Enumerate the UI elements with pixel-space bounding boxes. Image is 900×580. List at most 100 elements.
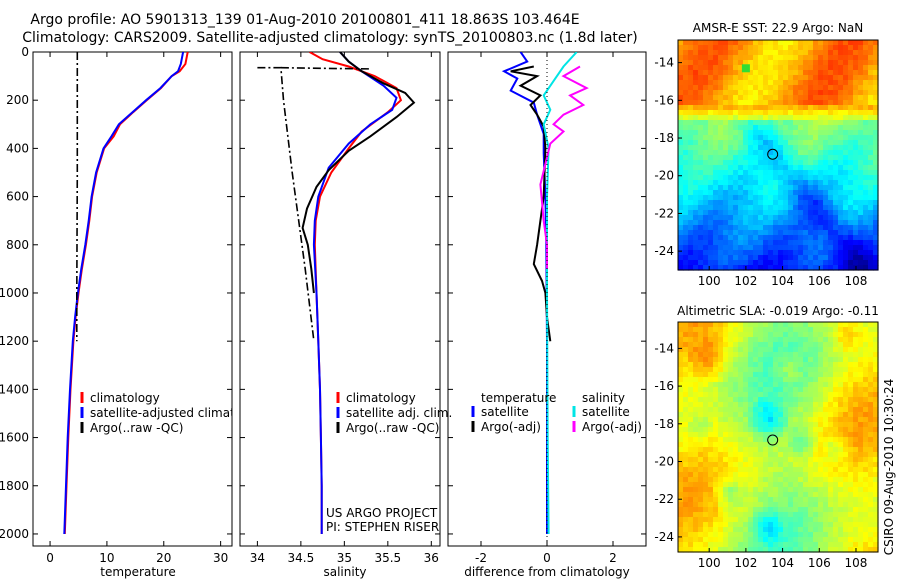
heatmap-cell <box>773 170 779 176</box>
heatmap-cell <box>868 240 874 246</box>
heatmap-cell <box>848 497 854 503</box>
x-tick-label: -2 <box>475 551 487 565</box>
heatmap-cell <box>803 50 809 56</box>
heatmap-cell <box>838 225 844 231</box>
heatmap-cell <box>713 90 719 96</box>
heatmap-cell <box>753 145 759 151</box>
heatmap-cell <box>858 447 864 453</box>
heatmap-cell <box>853 437 859 443</box>
heatmap-cell <box>868 492 874 498</box>
heatmap-cell <box>863 180 869 186</box>
series-line-argo <box>301 52 416 294</box>
heatmap-cell <box>873 537 879 543</box>
heatmap-cell <box>693 50 699 56</box>
heatmap-cell <box>838 215 844 221</box>
heatmap-cell <box>708 75 714 81</box>
heatmap-cell <box>868 170 874 176</box>
heatmap-cell <box>698 452 704 458</box>
heatmap-cell <box>743 527 749 533</box>
heatmap-cell <box>808 467 814 473</box>
heatmap-cell <box>758 205 764 211</box>
heatmap-cell <box>708 437 714 443</box>
heatmap-cell <box>833 327 839 333</box>
heatmap-cell <box>778 377 784 383</box>
heatmap-cell <box>873 437 879 443</box>
heatmap-cell <box>823 165 829 171</box>
heatmap-cell <box>828 95 834 101</box>
heatmap-cell <box>678 220 684 226</box>
heatmap-cell <box>778 497 784 503</box>
heatmap-cell <box>738 522 744 528</box>
heatmap-cell <box>813 462 819 468</box>
heatmap-cell <box>773 250 779 256</box>
heatmap-cell <box>793 437 799 443</box>
heatmap-cell <box>688 327 694 333</box>
heatmap-cell <box>798 537 804 543</box>
heatmap-cell <box>768 467 774 473</box>
heatmap-cell <box>813 427 819 433</box>
heatmap-cell <box>803 487 809 493</box>
heatmap-cell <box>688 75 694 81</box>
heatmap-cell <box>873 115 879 121</box>
heatmap-cell <box>683 105 689 111</box>
heatmap-cell <box>813 432 819 438</box>
heatmap-cell <box>833 65 839 71</box>
heatmap-cell <box>678 75 684 81</box>
heatmap-cell <box>873 482 879 488</box>
heatmap-cell <box>813 115 819 121</box>
heatmap-cell <box>723 362 729 368</box>
heatmap-cell <box>718 140 724 146</box>
heatmap-cell <box>838 175 844 181</box>
heatmap-cell <box>718 512 724 518</box>
heatmap-cell <box>768 185 774 191</box>
heatmap-cell <box>818 362 824 368</box>
heatmap-cell <box>723 95 729 101</box>
heatmap-cell <box>748 205 754 211</box>
heatmap-cell <box>868 75 874 81</box>
heatmap-cell <box>853 100 859 106</box>
heatmap-cell <box>798 120 804 126</box>
heatmap-cell <box>803 502 809 508</box>
heatmap-cell <box>713 337 719 343</box>
heatmap-cell <box>868 472 874 478</box>
heatmap-cell <box>693 180 699 186</box>
heatmap-cell <box>698 250 704 256</box>
heatmap-cell <box>728 130 734 136</box>
heatmap-cell <box>788 70 794 76</box>
heatmap-cell <box>788 382 794 388</box>
heatmap-cell <box>788 165 794 171</box>
heatmap-cell <box>723 60 729 66</box>
heatmap-cell <box>708 235 714 241</box>
heatmap-cell <box>763 467 769 473</box>
series-group <box>257 52 416 534</box>
heatmap-cell <box>813 140 819 146</box>
heatmap-cell <box>853 225 859 231</box>
heatmap-cell <box>743 467 749 473</box>
heatmap-cell <box>848 120 854 126</box>
heatmap-cell <box>768 245 774 251</box>
heatmap-cell <box>833 497 839 503</box>
heatmap-cell <box>793 130 799 136</box>
heatmap-cell <box>733 487 739 493</box>
heatmap-cell <box>803 250 809 256</box>
heatmap-cell <box>818 347 824 353</box>
heatmap-cell <box>823 357 829 363</box>
heatmap-cell <box>753 527 759 533</box>
heatmap-cell <box>738 427 744 433</box>
heatmap-cell <box>698 195 704 201</box>
heatmap-cell <box>758 120 764 126</box>
heatmap-cell <box>838 387 844 393</box>
x-tick-label: 34.5 <box>288 551 315 565</box>
heatmap-cell <box>768 250 774 256</box>
heatmap-cell <box>803 457 809 463</box>
heatmap-cell <box>728 547 734 553</box>
heatmap-cell <box>793 417 799 423</box>
heatmap-cell <box>848 230 854 236</box>
heatmap-cell <box>708 517 714 523</box>
heatmap-cell <box>778 185 784 191</box>
heatmap-cell <box>758 447 764 453</box>
heatmap-cell <box>693 185 699 191</box>
heatmap-cell <box>868 105 874 111</box>
heatmap-cell <box>703 195 709 201</box>
heatmap-cell <box>808 180 814 186</box>
